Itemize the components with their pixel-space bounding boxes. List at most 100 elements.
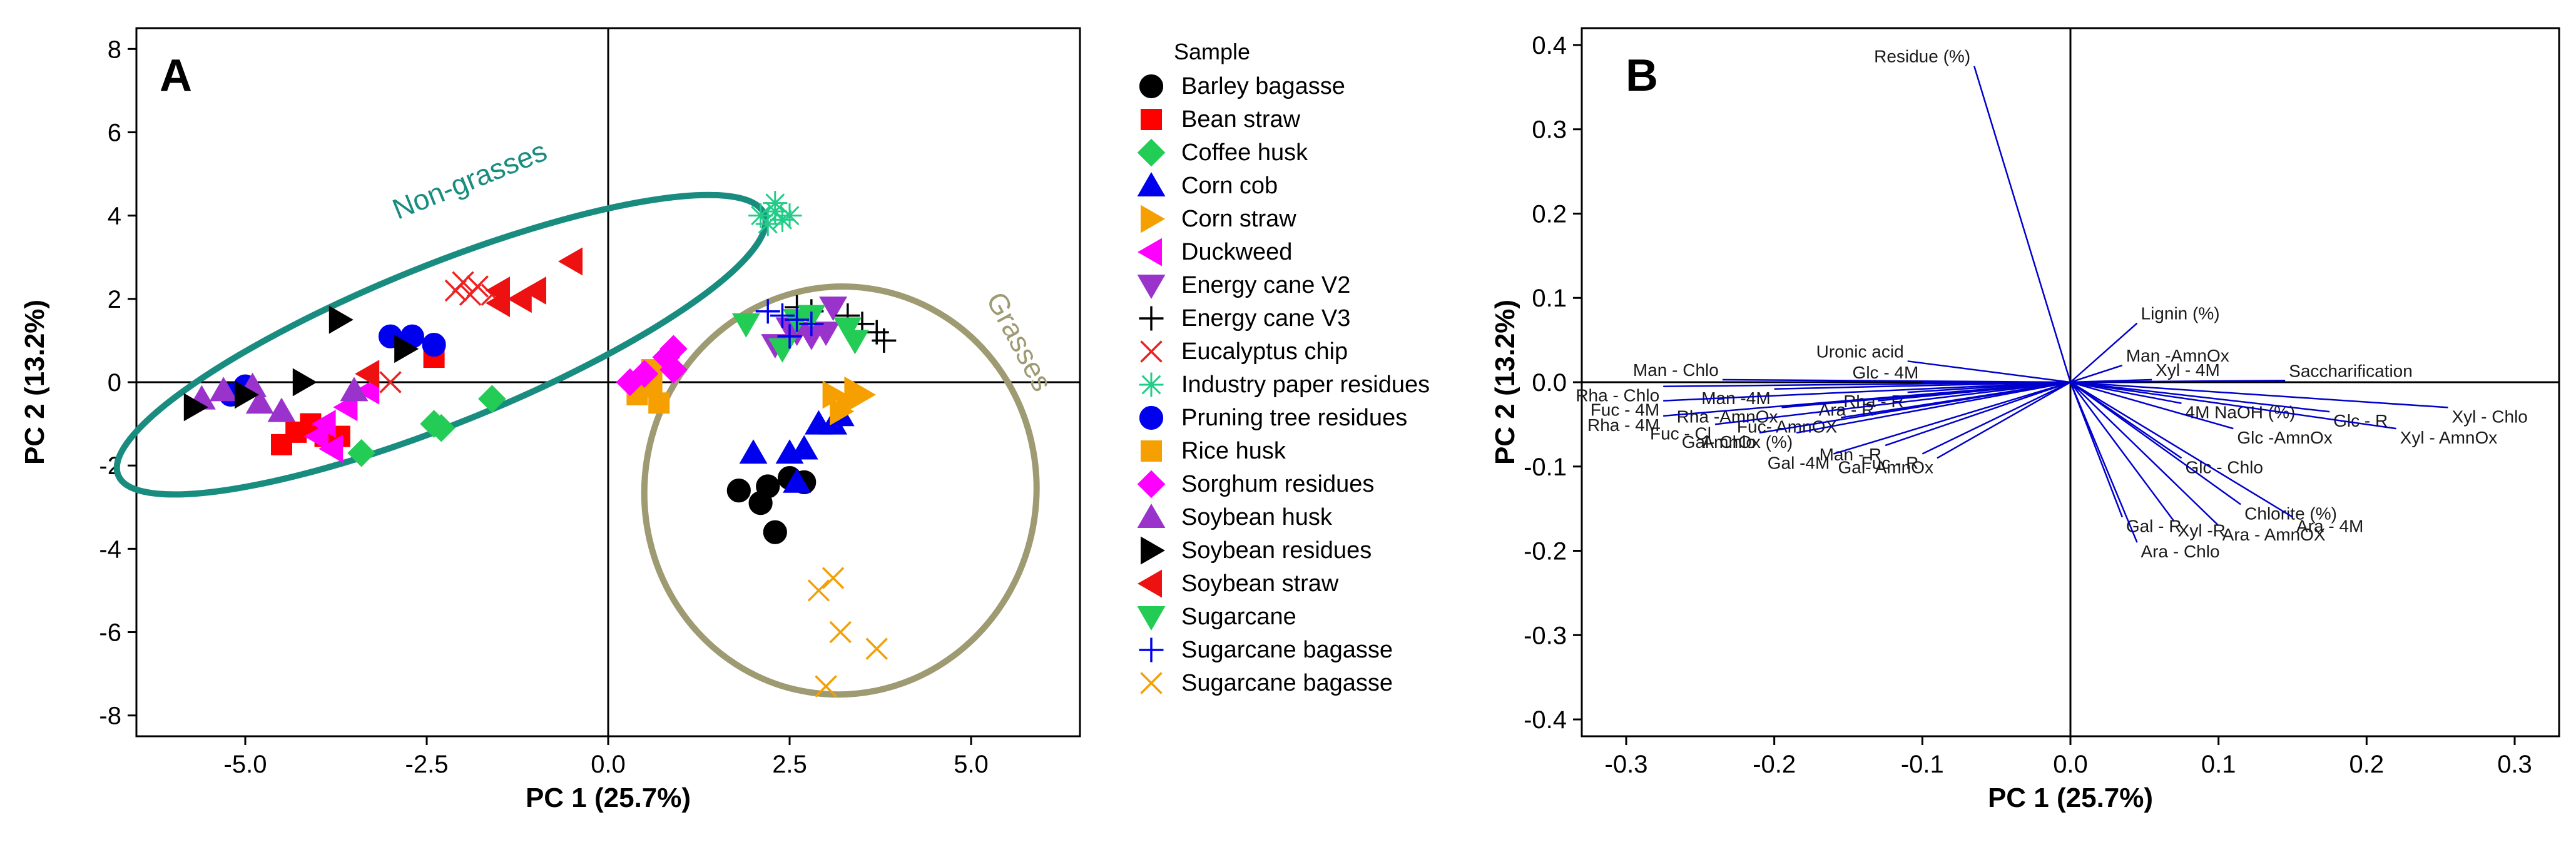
data-point: [347, 439, 375, 467]
legend-marker: [1137, 470, 1166, 499]
legend-label: Sorghum residues: [1181, 471, 1374, 497]
panel-a-y-tick-label: 6: [108, 119, 121, 146]
panel-a-x-tick-label: 0.0: [591, 751, 626, 778]
data-point: [209, 377, 238, 402]
panel-a-y-tick-label: 2: [108, 286, 121, 313]
data-point: [427, 413, 456, 442]
data-point: [807, 579, 830, 602]
panel-a-x-tick-label: 2.5: [772, 751, 807, 778]
panel-b-x-tick-label: 0.2: [2349, 751, 2385, 778]
loading-vector: [2070, 381, 2448, 408]
legend-label: Energy cane V2: [1181, 272, 1350, 298]
data-point: [783, 468, 812, 493]
loading-vector: [1885, 381, 2071, 447]
legend-marker: [1141, 536, 1166, 565]
data-point: [777, 203, 802, 228]
data-point: [777, 324, 802, 349]
panel-a-x-tick-label: 5.0: [954, 751, 989, 778]
loading-vector-label: Fuc - Cl: [1650, 424, 1711, 443]
panel-b-y-tick-label: -0.1: [1524, 454, 1567, 481]
panel-a-x-tick-label: -2.5: [405, 751, 449, 778]
loading-vector-label: Lignin (%): [2141, 304, 2220, 323]
loading-vector-label: Residue (%): [1874, 47, 1970, 66]
loading-vector: [1973, 66, 2072, 383]
legend-marker: [1141, 109, 1162, 130]
loading-vector: [1833, 381, 2071, 455]
panel-b-y-tick-label: 0.4: [1532, 32, 1567, 59]
legend-label: Bean straw: [1181, 106, 1301, 133]
panel-a-x-tick-label: -5.0: [224, 751, 267, 778]
legend: Sample Barley bagasse Bean straw Coffee hu…: [1137, 39, 1430, 696]
data-point: [763, 191, 788, 216]
data-point: [755, 211, 780, 236]
loading-vector: [2070, 364, 2123, 383]
legend-label: Energy cane V3: [1181, 305, 1350, 332]
loading-vector: [2070, 381, 2293, 518]
legend-marker: [1137, 569, 1162, 598]
loading-vector-label: Gal - R: [2126, 517, 2182, 536]
legend-label: Duckweed: [1181, 239, 1292, 265]
loading-vector-label: Glc -AmnOx: [2237, 428, 2332, 447]
legend-title: Sample: [1174, 39, 1250, 64]
panel-b-x-tick-label: 0.1: [2201, 751, 2236, 778]
panel-b-x-axis-title: PC 1 (25.7%): [1988, 783, 2153, 813]
loading-vector: [1937, 381, 2071, 459]
data-point: [630, 360, 659, 388]
data-point: [833, 317, 862, 342]
loading-vector: [2070, 381, 2241, 505]
legend-label: Corn straw: [1181, 206, 1296, 232]
panel-b-x-tick-label: -0.3: [1605, 751, 1648, 778]
panel-a-y-tick-label: 4: [108, 203, 121, 230]
legend-label: Soybean residues: [1181, 537, 1372, 564]
legend-marker: [1139, 405, 1164, 430]
panel-b-y-tick-label: -0.2: [1524, 538, 1567, 566]
data-point: [785, 307, 810, 332]
data-point: [830, 397, 855, 426]
data-point: [292, 368, 317, 397]
loading-vector: [2070, 380, 2286, 383]
loading-vector-label: Ara - AmnOX: [2222, 525, 2326, 544]
panel-a-y-tick-label: -6: [99, 619, 121, 647]
data-point: [235, 380, 260, 409]
data-point: [812, 322, 840, 347]
loading-vector-label: Saccharification: [2289, 361, 2413, 380]
loading-vector: [1907, 360, 2071, 383]
panel-b: B -0.3 -0.2 -0.1 0.0 0.1 0.2 0.3 0.4 0.3 0.2 0.1 0.…: [1490, 27, 2560, 813]
loading-vector: [1663, 381, 2071, 387]
data-point: [394, 335, 419, 363]
data-point: [731, 313, 760, 338]
legend-marker: [1140, 672, 1163, 694]
panel-b-y-tick-label: -0.3: [1524, 622, 1567, 649]
loading-vector: [2070, 381, 2330, 413]
data-point: [648, 392, 670, 414]
loading-vector: [1759, 381, 2071, 434]
panel-a-x-axis-title: PC 1 (25.7%): [526, 783, 691, 813]
panel-b-letter: B: [1626, 51, 1658, 101]
panel-a-y-tick-label: -8: [99, 702, 121, 730]
panel-b-y-tick-label: 0.2: [1532, 200, 1567, 228]
data-point: [478, 385, 506, 413]
data-point: [557, 247, 583, 276]
data-point: [763, 520, 787, 544]
legend-marker: [1137, 275, 1166, 300]
legend-marker: [1139, 372, 1164, 397]
data-point: [379, 371, 402, 393]
panel-b-y-tick-label: 0.1: [1532, 285, 1567, 312]
loading-vector: [1663, 381, 2071, 417]
legend-marker: [1137, 606, 1166, 631]
loading-vector: [1663, 381, 2071, 402]
legend-label: Eucalyptus chip: [1181, 338, 1348, 365]
data-point: [840, 330, 869, 355]
loading-vector-label: Man -AmnOx: [2126, 346, 2229, 365]
loading-vector: [2070, 382, 2219, 526]
panel-b-y-tick-label: 0.3: [1532, 116, 1567, 144]
panel-b-x-tick-label: 0.0: [2053, 751, 2088, 778]
loading-vector-label: Xyl - AmnOx: [2400, 428, 2498, 447]
legend-marker: [1139, 74, 1164, 99]
legend-marker: [1137, 171, 1166, 196]
data-point: [819, 297, 848, 322]
loading-vector-label: Fuc - R: [1861, 454, 1919, 473]
loading-vector-label: Xyl - 4M: [2156, 360, 2220, 380]
data-point: [267, 397, 296, 422]
